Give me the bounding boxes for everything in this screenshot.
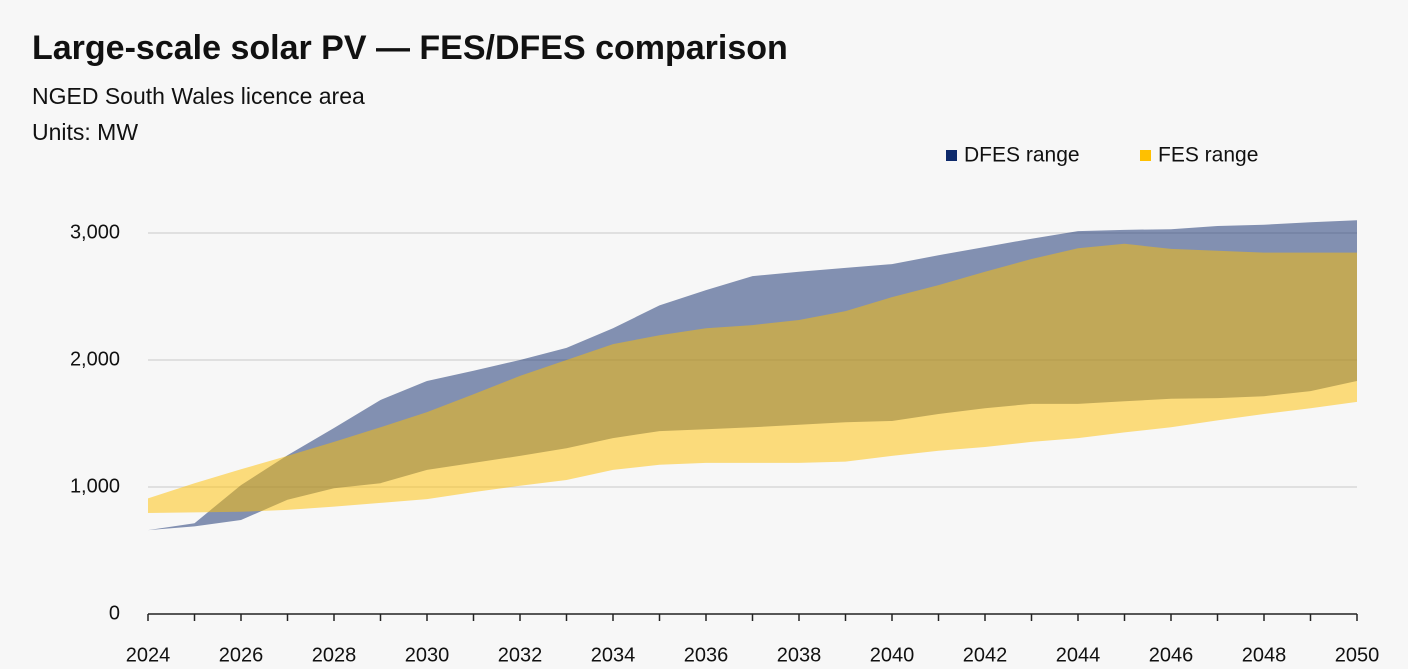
x-tick-label: 2048 (1242, 644, 1287, 666)
x-tick-label: 2038 (777, 644, 822, 666)
x-tick-label: 2028 (312, 644, 357, 666)
x-tick-label: 2046 (1149, 644, 1194, 666)
x-tick-label: 2042 (963, 644, 1008, 666)
x-tick-label: 2040 (870, 644, 915, 666)
y-tick-label: 0 (109, 602, 120, 624)
legend-swatch (946, 150, 957, 161)
x-tick-label: 2034 (591, 644, 636, 666)
units: Units: MW (32, 119, 138, 145)
legend-label: FES range (1158, 144, 1258, 167)
x-tick-label: 2036 (684, 644, 729, 666)
x-tick-label: 2044 (1056, 644, 1101, 666)
y-tick-label: 3,000 (70, 221, 120, 243)
y-tick-label: 1,000 (70, 475, 120, 497)
range-area (148, 243, 1357, 514)
y-tick-label: 2,000 (70, 348, 120, 370)
legend-swatch (1140, 150, 1151, 161)
chart-title: Large-scale solar PV — FES/DFES comparis… (32, 29, 788, 67)
x-tick-label: 2032 (498, 644, 543, 666)
subtitle: NGED South Wales licence area (32, 83, 365, 109)
x-tick-label: 2026 (219, 644, 264, 666)
x-tick-label: 2050 (1335, 644, 1380, 666)
x-tick-label: 2024 (126, 644, 171, 666)
x-tick-label: 2030 (405, 644, 450, 666)
legend-label: DFES range (964, 144, 1080, 167)
